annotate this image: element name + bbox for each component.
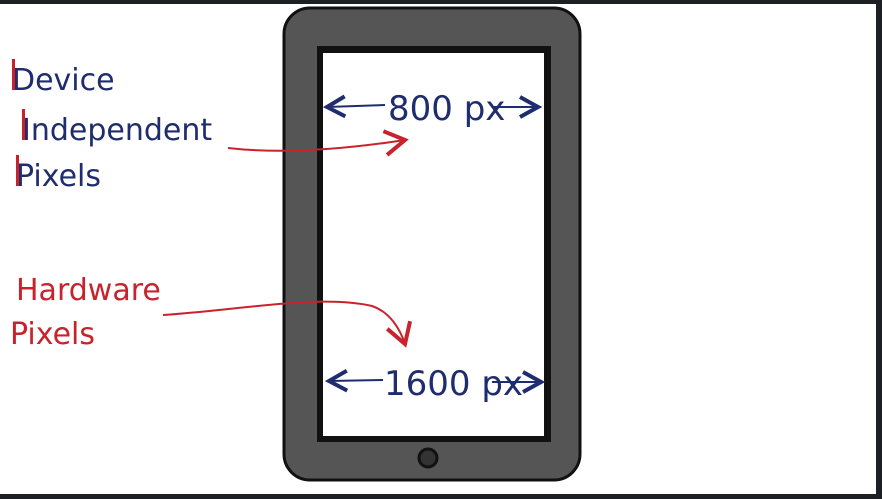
label-device: Device xyxy=(12,63,115,98)
home-button xyxy=(417,447,439,469)
dip-measure-label: 800 px xyxy=(388,89,505,129)
dip-measurement: 800 px xyxy=(327,89,538,129)
tablet-screen xyxy=(323,53,544,436)
hardware-pixels-label: Hardware Pixels xyxy=(10,273,413,352)
dip-arrow-left xyxy=(327,105,386,107)
hw-measure-label: 1600 px xyxy=(384,364,523,404)
drawing-canvas: 800 px 1600 px Device Independent Pixels… xyxy=(0,4,876,494)
label-independent: Independent xyxy=(22,113,212,148)
tablet-device xyxy=(282,6,582,482)
pixel-density-diagram: 800 px 1600 px Device Independent Pixels… xyxy=(10,6,582,482)
label-pixels-hw: Pixels xyxy=(10,317,95,352)
window-frame-right xyxy=(876,0,882,499)
label-hardware: Hardware xyxy=(16,273,161,308)
window-frame-top xyxy=(0,0,882,4)
device-independent-pixels-label: Device Independent Pixels xyxy=(12,59,409,194)
window-frame-bottom xyxy=(0,494,882,499)
hardware-measurement: 1600 px xyxy=(329,364,541,404)
label-pixels-dip: Pixels xyxy=(16,159,101,194)
dip-pointer-arrow xyxy=(227,129,409,157)
hw-arrow-left xyxy=(329,380,384,381)
hw-pointer-arrow xyxy=(162,300,413,348)
